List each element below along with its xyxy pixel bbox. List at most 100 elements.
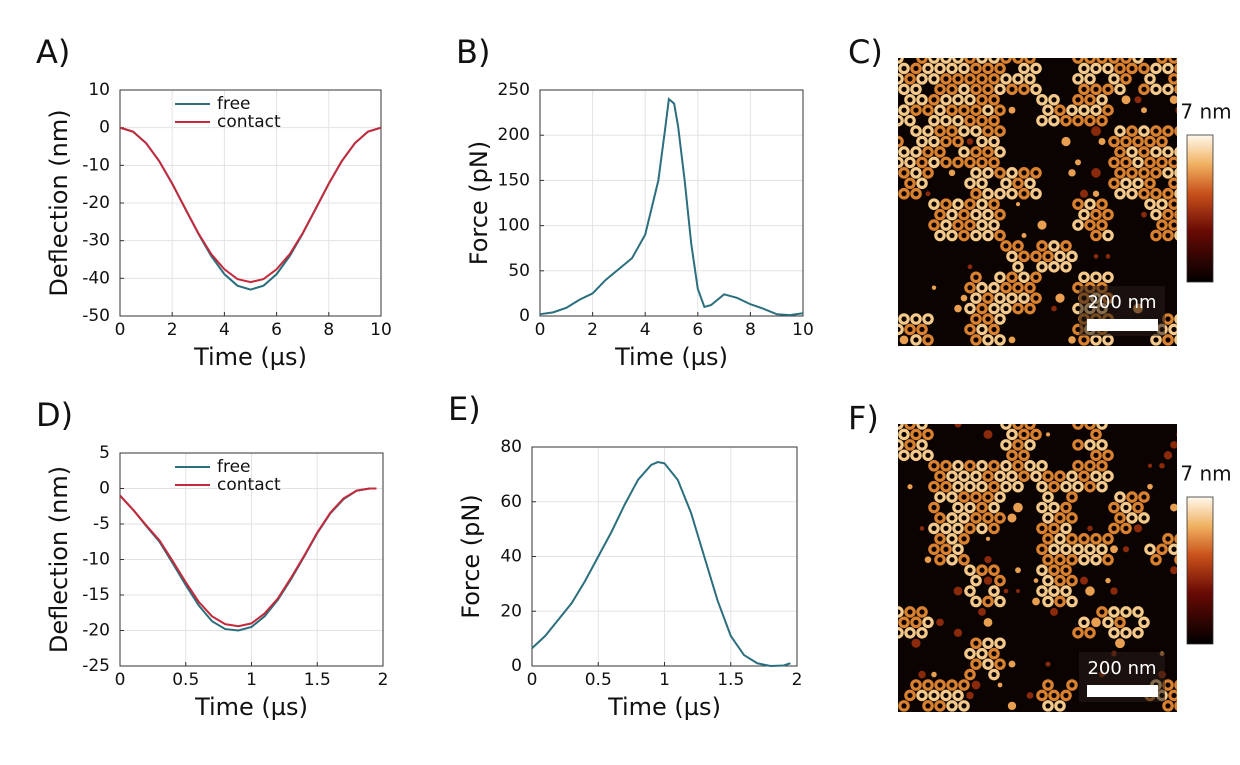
afm-speck: [1068, 336, 1076, 344]
afm-pore: [1162, 334, 1174, 346]
afm-pore: [1042, 470, 1054, 482]
afm-pore: [1060, 564, 1072, 576]
afm-pore: [1096, 114, 1108, 127]
afm-pore: [1042, 595, 1054, 608]
afm-pore: [1144, 156, 1156, 169]
afm-pore: [1096, 459, 1108, 472]
afm-pore: [1174, 230, 1177, 241]
afm-pore: [1120, 73, 1132, 85]
afm-pore: [988, 114, 1000, 127]
afm-pore: [1162, 229, 1174, 242]
afm-pore: [1150, 62, 1162, 75]
afm-pore: [1108, 156, 1120, 169]
afm-pore: [976, 93, 988, 106]
afm-pore: [952, 459, 964, 472]
afm-pore: [898, 439, 904, 451]
afm-pore: [988, 323, 1000, 336]
afm-pore: [1150, 187, 1162, 200]
x-axis-label: Time (µs): [193, 343, 307, 371]
afm-pore: [1132, 501, 1144, 514]
afm-pore: [1078, 616, 1090, 629]
afm-speck: [983, 576, 993, 585]
afm-speck: [1087, 525, 1093, 532]
afm-speck: [1068, 169, 1076, 177]
afm-pore: [922, 449, 934, 462]
afm-pore: [934, 83, 946, 96]
afm-pore: [928, 198, 940, 210]
axes-frame: [119, 89, 382, 317]
afm-pore: [1048, 564, 1060, 576]
afm-pore: [1036, 501, 1048, 514]
afm-pore: [1108, 73, 1120, 85]
afm-pore: [988, 73, 1000, 85]
afm-pore: [970, 104, 982, 116]
afm-pore: [988, 156, 1000, 169]
afm-pore: [970, 62, 982, 75]
panel-label: E): [448, 390, 481, 428]
afm-pore: [1168, 543, 1177, 556]
afm-pore: [970, 334, 982, 346]
afm-speck: [1032, 597, 1040, 606]
afm-pore: [1072, 480, 1084, 493]
afm-pore: [1174, 167, 1177, 178]
afm-pore: [976, 219, 988, 231]
afm-speck: [899, 335, 909, 345]
afm-pore: [1126, 491, 1138, 503]
afm-pore: [1096, 93, 1108, 106]
y-tick-label: 100: [498, 216, 530, 236]
afm-pore: [1126, 187, 1138, 200]
afm-pore: [970, 125, 982, 137]
afm-pore: [1144, 73, 1156, 85]
afm-pore: [1024, 73, 1036, 85]
y-tick-label: -30: [82, 231, 110, 251]
afm-pore: [964, 177, 976, 190]
afm-pore: [1084, 73, 1096, 85]
afm-pore: [958, 125, 970, 137]
afm-pore: [1030, 167, 1042, 179]
afm-speck: [966, 138, 974, 145]
x-tick-label: 2: [378, 670, 389, 690]
afm-pore: [988, 501, 1000, 514]
afm-pore: [1072, 58, 1084, 64]
afm-pore: [970, 229, 982, 242]
afm-pore: [1120, 501, 1132, 514]
afm-pore: [1168, 58, 1177, 64]
afm-pore: [1108, 177, 1120, 190]
afm-pore: [994, 512, 1006, 524]
afm-pore: [1174, 554, 1177, 565]
y-tick-label: 5: [99, 443, 110, 463]
afm-pore: [1144, 177, 1156, 190]
x-tick-label: 2: [792, 670, 803, 690]
y-tick-label: 50: [508, 261, 530, 281]
afm-speck: [1091, 617, 1101, 628]
x-tick-label: 0: [115, 320, 126, 340]
afm-pore: [916, 93, 928, 106]
afm-pore: [1066, 533, 1078, 545]
afm-speck: [1008, 660, 1016, 668]
afm-speck: [954, 304, 962, 313]
afm-pore: [898, 313, 910, 325]
panel-label: A): [36, 33, 70, 71]
afm-speck: [1147, 463, 1153, 468]
afm-pore: [1000, 302, 1012, 315]
afm-pore: [964, 219, 976, 231]
afm-pore: [970, 83, 982, 96]
afm-pore: [994, 62, 1006, 75]
afm-speck: [1007, 701, 1017, 711]
afm-speck: [953, 628, 963, 637]
afm-pore: [940, 198, 952, 210]
afm-pore: [1072, 459, 1084, 472]
afm-pore: [1174, 334, 1177, 345]
afm-pore: [1174, 209, 1177, 220]
afm-pore: [922, 313, 934, 325]
afm-speck: [1033, 578, 1039, 583]
afm-pore: [946, 125, 958, 137]
afm-pore: [994, 574, 1006, 587]
afm-speck: [1110, 587, 1118, 595]
afm-pore: [988, 585, 1000, 597]
afm-pore: [1066, 470, 1078, 482]
afm-speck: [1003, 588, 1009, 594]
afm-pore: [958, 208, 970, 221]
afm-pore: [1024, 439, 1036, 451]
afm-pore: [1018, 187, 1030, 200]
